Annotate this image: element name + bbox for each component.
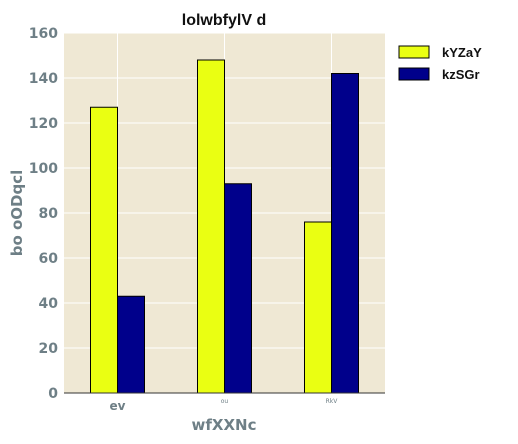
bar-kYZaY-RkV [304, 221, 332, 394]
x-tick-label: RkV [326, 398, 339, 405]
legend-swatch-kzSGr [398, 67, 430, 81]
y-tick-label: 60 [39, 251, 59, 267]
x-tick-labels: ev ou RkV [110, 398, 339, 413]
bar-kzSGr-ev [117, 295, 145, 394]
legend-label: kzSGr [442, 67, 480, 82]
legend: kYZaY kzSGr [398, 45, 482, 82]
chart-title: lolwbfylV d [182, 12, 266, 29]
y-axis-label: bo oODqcl [8, 170, 26, 257]
y-tick-label: 140 [29, 71, 58, 87]
bar-kzSGr-RkV [331, 73, 359, 394]
y-tick-label: 40 [39, 296, 59, 312]
bar-kYZaY-ev [90, 106, 118, 394]
y-tick-label: 160 [29, 26, 58, 42]
y-tick-label: 20 [39, 341, 59, 357]
bar-kzSGr-ou [224, 183, 252, 394]
legend-label: kYZaY [442, 45, 482, 60]
y-tick-label: 0 [48, 386, 58, 402]
y-tick-label: 80 [39, 206, 59, 222]
x-tick-label: ev [110, 399, 126, 413]
y-tick-labels: 0 20 40 60 80 100 120 140 160 [29, 26, 58, 402]
bars-group [90, 59, 359, 394]
bar-kYZaY-ou [197, 59, 225, 394]
x-axis-label: wfXXNc [192, 416, 257, 434]
y-tick-label: 120 [29, 116, 58, 132]
x-tick-label: ou [221, 398, 229, 405]
legend-swatch-kYZaY [398, 45, 430, 59]
y-tick-label: 100 [29, 161, 58, 177]
